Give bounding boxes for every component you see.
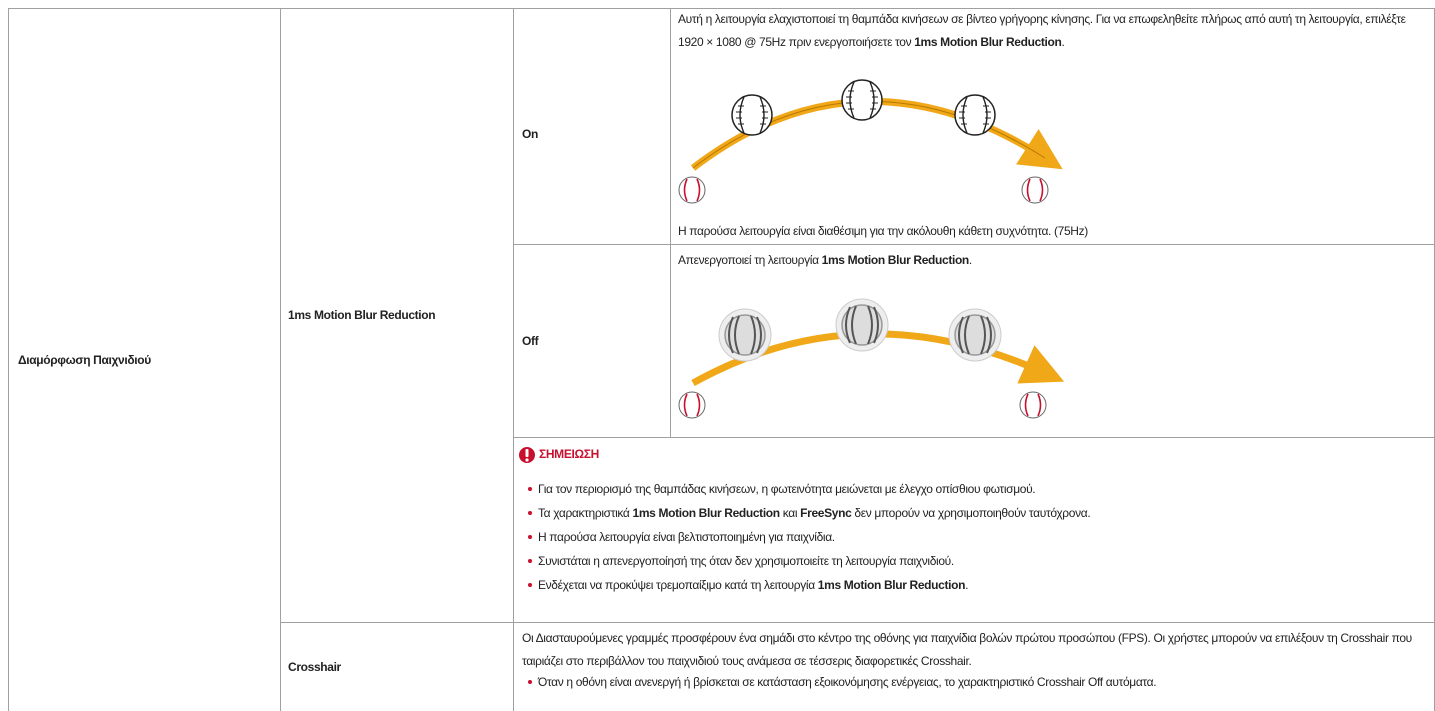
note-title: ΣΗΜΕΙΩΣΗ: [539, 447, 599, 461]
text: Όταν η οθόνη είναι ανενεργή ή βρίσκεται …: [538, 675, 1157, 689]
ball: [841, 79, 883, 121]
bullet: [528, 487, 532, 491]
option-description: Αυτή η λειτουργία ελαχιστοποιεί τη θαμπά…: [678, 8, 1430, 54]
illustration-on: [678, 79, 1063, 204]
text: δεν μπορούν να χρησιμοποιηθούν ταυτόχρον…: [851, 506, 1091, 520]
option-description: Απενεργοποιεί τη λειτουργία 1ms Motion B…: [678, 249, 1430, 272]
option-label: On: [522, 127, 538, 141]
bold-text: 1ms Motion Blur Reduction: [817, 578, 966, 592]
note-icon: [519, 447, 535, 463]
text: Ενδέχεται να προκύψει τρεμοπαίξιμο κατά …: [538, 578, 818, 592]
text: Η παρούσα λειτουργία είναι βελτιστοποιημ…: [538, 530, 835, 544]
feature-label: Crosshair: [288, 659, 341, 674]
ball-end: [1021, 176, 1049, 204]
ball-start: [678, 176, 706, 204]
text: .: [1061, 35, 1065, 49]
blurred-ball: [948, 308, 1002, 362]
note-item: Τα χαρακτηριστικά 1ms Motion Blur Reduct…: [528, 505, 1428, 521]
ball-end: [1019, 391, 1047, 419]
bold-text: 1ms Motion Blur Reduction: [914, 35, 1062, 49]
option-label: Off: [522, 333, 539, 348]
bullet: [528, 559, 532, 563]
text: Απενεργοποιεί τη λειτουργία: [678, 253, 822, 267]
illustration-off: [678, 298, 1065, 419]
bold-text: FreeSync: [800, 506, 852, 520]
bullet: [528, 511, 532, 515]
feature-item: Όταν η οθόνη είναι ανενεργή ή βρίσκεται …: [528, 674, 1428, 690]
bullet: [528, 680, 532, 684]
ball-start: [678, 391, 706, 419]
ball: [731, 94, 773, 136]
bold-text: 1ms Motion Blur Reduction: [632, 506, 781, 520]
bold-text: 1ms Motion Blur Reduction: [821, 253, 970, 267]
section-label: Διαμόρφωση Παιχνιδιού: [18, 352, 151, 367]
blurred-ball: [835, 298, 889, 352]
text: .: [968, 253, 972, 267]
note-item: Ενδέχεται να προκύψει τρεμοπαίξιμο κατά …: [528, 577, 1428, 593]
note-item: Συνιστάται η απενεργοποίησή της όταν δεν…: [528, 553, 1428, 569]
note-item: Για τον περιορισμό της θαμπάδας κινήσεων…: [528, 481, 1428, 497]
feature-description: Οι Διασταυρούμενες γραμμές προσφέρουν έν…: [522, 631, 1412, 668]
text: Για τον περιορισμό της θαμπάδας κινήσεων…: [538, 482, 1036, 496]
text: Αυτή η λειτουργία ελαχιστοποιεί τη θαμπά…: [678, 12, 1406, 49]
feature-label: 1ms Motion Blur Reduction: [288, 308, 436, 322]
text: Συνιστάται η απενεργοποίησή της όταν δεν…: [538, 554, 954, 568]
ball: [954, 94, 996, 136]
blurred-ball: [718, 308, 772, 362]
text: Τα χαρακτηριστικά: [538, 506, 633, 520]
note-item: Η παρούσα λειτουργία είναι βελτιστοποιημ…: [528, 529, 1428, 545]
bullet: [528, 535, 532, 539]
text: και: [779, 506, 801, 520]
text: .: [965, 578, 969, 592]
option-footnote: Η παρούσα λειτουργία είναι διαθέσιμη για…: [678, 224, 1088, 238]
bullet: [528, 583, 532, 587]
